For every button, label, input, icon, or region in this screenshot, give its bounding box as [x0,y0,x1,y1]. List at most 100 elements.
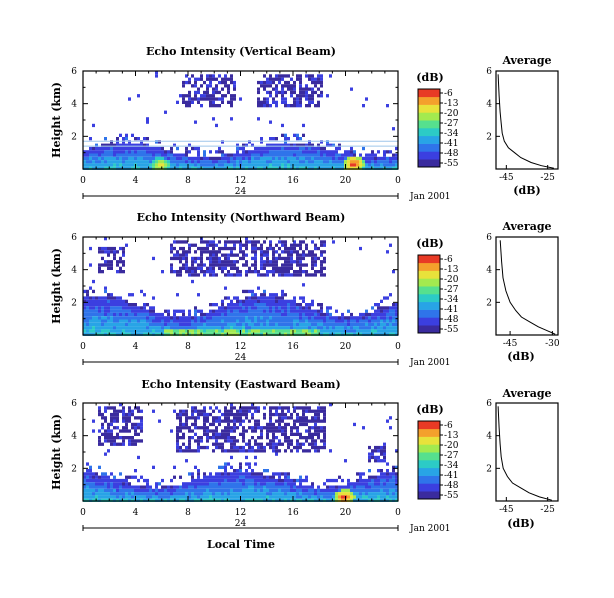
heatmap-cell [209,263,212,267]
heatmap-cell [278,422,281,427]
heatmap-cell [122,439,125,443]
heatmap-cell [98,309,101,313]
heatmap-cell [86,163,89,167]
heatmap-cell [185,426,188,430]
heatmap-cell [224,273,227,277]
heatmap-cell [197,256,200,261]
heatmap-cell [275,482,278,486]
heatmap-cell [200,445,203,450]
heatmap-cell [287,270,290,274]
heatmap-cell [101,303,104,307]
heatmap-cell [323,492,326,496]
profile-y-tick-label: 4 [486,266,492,276]
heatmap-cell [245,156,248,161]
heatmap-cell [200,256,203,261]
heatmap-cell [284,303,287,307]
heatmap-cell [101,150,104,154]
heatmap-cell [287,482,290,486]
heatmap-cell [275,303,278,307]
heatmap-cell [308,309,311,313]
heatmap-cell [137,322,140,327]
heatmap-cell [113,306,116,310]
heatmap-cell [233,416,236,420]
heatmap-cell [245,472,248,476]
heatmap-cell [122,166,125,170]
heatmap-cell [308,163,311,167]
heatmap-cell [383,445,386,450]
heatmap-cell [392,329,395,333]
heatmap-cell [92,319,95,323]
heatmap-cell [251,256,254,261]
heatmap-cell [296,104,299,108]
heatmap-cell [302,256,305,261]
heatmap-cell [143,495,146,499]
heatmap-cell [98,266,101,270]
heatmap-cell [248,475,251,479]
heatmap-cell [236,439,239,443]
heatmap-cell [209,406,212,410]
heatmap-cell [167,153,170,157]
heatmap-cell [233,273,236,277]
heatmap-cell [224,426,227,430]
heatmap-cell [194,465,197,469]
heatmap-cell [137,94,140,98]
heatmap-cell [203,416,206,420]
x-tick-label: 8 [185,176,191,186]
heatmap-cell [287,153,290,157]
heatmap-cell [311,97,314,101]
heatmap-cell [119,442,122,446]
heatmap-cell [299,329,302,333]
heatmap-cell [224,412,227,417]
heatmap-cell [212,163,215,167]
heatmap-cell [221,319,224,323]
panel-title: Echo Intensity (Northward Beam) [137,211,346,224]
heatmap-cell [107,266,110,270]
heatmap-cell [260,273,263,277]
heatmap-cell [113,309,116,313]
heatmap-cell [284,90,287,95]
heatmap-cell [293,97,296,101]
heatmap-cell [329,322,332,327]
heatmap-cell [257,286,260,290]
heatmap-cell [260,104,263,108]
heatmap-cell [335,316,338,320]
heatmap-cell [236,469,239,473]
heatmap-cell [380,495,383,499]
heatmap-cell [212,409,215,413]
x-tick-label: 16 [287,508,299,518]
heatmap-cell [152,409,155,413]
heatmap-cell [218,465,221,469]
heatmap-cell [275,250,278,254]
heatmap-cell [206,429,209,433]
heatmap-cell [221,472,224,476]
heatmap-cell [275,445,278,450]
heatmap-cell [224,309,227,313]
heatmap-cell [170,163,173,167]
heatmap-cell [278,306,281,310]
heatmap-cell [284,319,287,323]
heatmap-cell [296,478,299,483]
heatmap-cell [203,150,206,154]
heatmap-cell [140,498,143,502]
heatmap-cell [137,432,140,436]
heatmap-cell [308,332,311,336]
heatmap-cell [170,322,173,327]
heatmap-cell [140,312,143,317]
heatmap-cell [272,332,275,336]
heatmap-cell [341,322,344,327]
heatmap-cell [272,156,275,161]
colorbar-tick-label: -41 [444,305,459,315]
heatmap-cell [296,412,299,417]
heatmap-cell [284,472,287,476]
heatmap-cell [167,485,170,489]
heatmap-cell [92,299,95,303]
heatmap-cell [320,240,323,244]
heatmap-cell [296,419,299,423]
heatmap-cell [194,306,197,310]
heatmap-cell [272,432,275,436]
heatmap-cell [299,97,302,101]
x-tick-label: 12 [235,508,246,518]
heatmap-cell [365,163,368,167]
heatmap-cell [224,329,227,333]
heatmap-cell [239,326,242,330]
